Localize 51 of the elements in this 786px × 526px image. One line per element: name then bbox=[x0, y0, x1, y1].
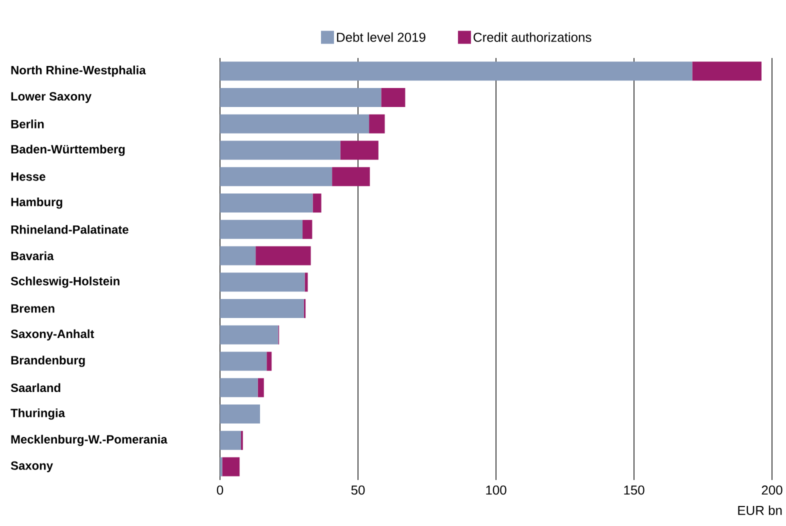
bar bbox=[369, 114, 385, 134]
y-tick-label: Bremen bbox=[11, 304, 54, 313]
bar bbox=[220, 88, 382, 108]
y-tick-label: Schleswig-Holstein bbox=[10, 276, 120, 288]
bar bbox=[220, 378, 258, 398]
y-tick-label: Saxony bbox=[10, 461, 53, 472]
y-tick-label: Bavaria bbox=[11, 251, 54, 260]
bar bbox=[692, 62, 762, 81]
x-tick-label: 100 bbox=[486, 486, 506, 495]
bar bbox=[220, 194, 313, 213]
bar bbox=[332, 167, 370, 186]
legend-label: Debt level 2019 bbox=[337, 32, 426, 42]
x-tick-label: 150 bbox=[624, 486, 644, 495]
bar bbox=[220, 114, 370, 134]
bar bbox=[312, 194, 322, 213]
bar bbox=[256, 246, 311, 266]
y-tick-label: Saarland bbox=[10, 383, 60, 392]
bar bbox=[340, 140, 378, 160]
y-tick-label: Berlin bbox=[11, 120, 44, 128]
y-tick-label: North Rhine-Westphalia bbox=[11, 66, 146, 77]
bar bbox=[220, 246, 256, 266]
y-tick-label: Hamburg bbox=[11, 197, 62, 209]
bar bbox=[220, 404, 260, 424]
bar bbox=[220, 140, 340, 160]
y-tick-label: Saxony-Anhalt bbox=[10, 329, 94, 340]
y-tick-label: Hesse bbox=[11, 172, 46, 181]
bar bbox=[222, 457, 240, 476]
x-axis-title: EUR bn bbox=[738, 506, 782, 516]
bar bbox=[220, 220, 303, 239]
bar bbox=[302, 220, 312, 239]
bar bbox=[266, 352, 272, 371]
bar bbox=[220, 272, 305, 292]
y-tick-label: Mecklenburg-W.-Pomerania bbox=[11, 434, 168, 446]
bar bbox=[220, 167, 332, 186]
bar bbox=[220, 299, 304, 318]
y-tick-label: Baden-Württemberg bbox=[11, 144, 125, 156]
bar bbox=[381, 88, 406, 108]
bar bbox=[220, 430, 241, 450]
y-tick-label: Rhineland-Palatinate bbox=[11, 225, 128, 234]
bar bbox=[304, 272, 308, 292]
bar bbox=[220, 325, 278, 344]
legend-label: Credit authorizations bbox=[474, 32, 592, 42]
bar bbox=[220, 352, 267, 371]
bar bbox=[258, 378, 264, 398]
y-tick-label: Brandenburg bbox=[11, 356, 85, 367]
bar bbox=[220, 62, 692, 81]
x-tick-label: 200 bbox=[762, 486, 782, 495]
y-tick-label: Lower Saxony bbox=[11, 92, 92, 103]
x-tick-label: 50 bbox=[351, 486, 365, 495]
y-tick-label: Thuringia bbox=[10, 408, 66, 420]
x-tick-label: 0 bbox=[216, 486, 224, 495]
